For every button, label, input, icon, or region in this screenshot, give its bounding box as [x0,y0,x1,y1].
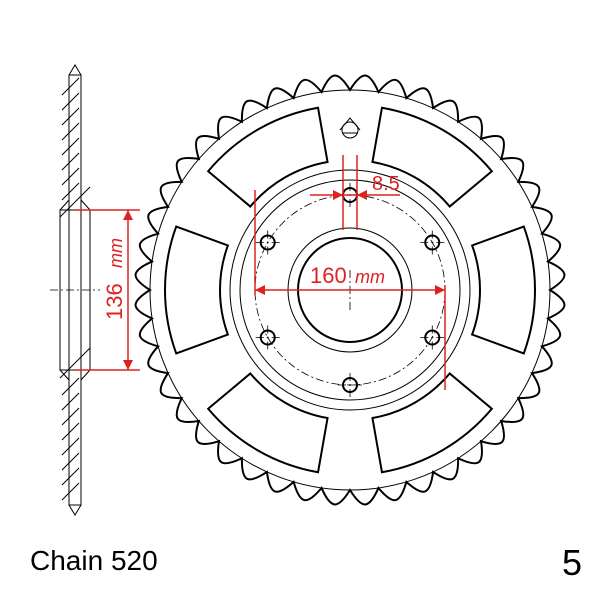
dim-hub-bore-value: 136 [102,283,127,320]
dim-bolt-circle: 160 mm [255,190,445,390]
hatch-bottom [60,348,90,500]
part-suffix: 5 [562,542,582,583]
dim-bolt-circle-unit: mm [355,267,385,287]
dim-bolt-circle-value: 160 [310,263,347,288]
dim-hub-bore-unit: mm [106,238,126,268]
chain-label: Chain 520 [30,545,158,576]
side-view-profile [50,65,100,515]
hatch-top [60,78,90,217]
brand-mark [340,118,360,138]
technical-drawing: 160 mm 8.5 136 mm Chain 520 5 [0,0,600,600]
dim-bolt-hole-value: 8.5 [372,173,400,195]
